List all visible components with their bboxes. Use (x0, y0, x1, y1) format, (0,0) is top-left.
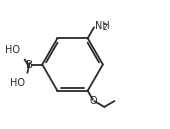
Text: B: B (26, 59, 33, 70)
Text: 2: 2 (103, 23, 107, 32)
Text: O: O (90, 96, 97, 106)
Text: NH: NH (95, 21, 110, 31)
Text: HO: HO (10, 78, 25, 88)
Text: HO: HO (5, 45, 20, 55)
